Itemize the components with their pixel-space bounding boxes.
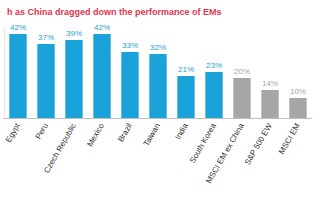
svg-text:Brazil: Brazil: [116, 122, 134, 144]
svg-text:South Korea: South Korea: [188, 121, 218, 164]
svg-text:Peru: Peru: [34, 122, 50, 141]
svg-text:Czech Republic: Czech Republic: [42, 122, 78, 175]
svg-text:S&P 500 EW: S&P 500 EW: [243, 121, 274, 166]
svg-text:India: India: [173, 121, 190, 141]
svg-text:23%: 23%: [206, 61, 222, 70]
svg-text:33%: 33%: [122, 41, 138, 50]
svg-text:32%: 32%: [150, 43, 166, 52]
svg-text:Mexico: Mexico: [85, 121, 106, 148]
svg-text:39%: 39%: [66, 29, 82, 38]
svg-text:Taiwan: Taiwan: [142, 122, 162, 148]
svg-text:Egypt: Egypt: [4, 121, 22, 144]
svg-text:37%: 37%: [38, 33, 54, 42]
svg-text:10%: 10%: [290, 87, 306, 96]
svg-text:21%: 21%: [178, 65, 194, 74]
svg-text:MSCI EM ex China: MSCI EM ex China: [204, 121, 246, 185]
svg-text:14%: 14%: [262, 79, 278, 88]
svg-text:MSCI EM: MSCI EM: [277, 122, 302, 156]
svg-text:20%: 20%: [234, 67, 250, 76]
svg-text:h as China dragged down the pe: h as China dragged down the performance …: [7, 7, 222, 17]
svg-text:42%: 42%: [10, 23, 26, 32]
svg-text:42%: 42%: [94, 23, 110, 32]
